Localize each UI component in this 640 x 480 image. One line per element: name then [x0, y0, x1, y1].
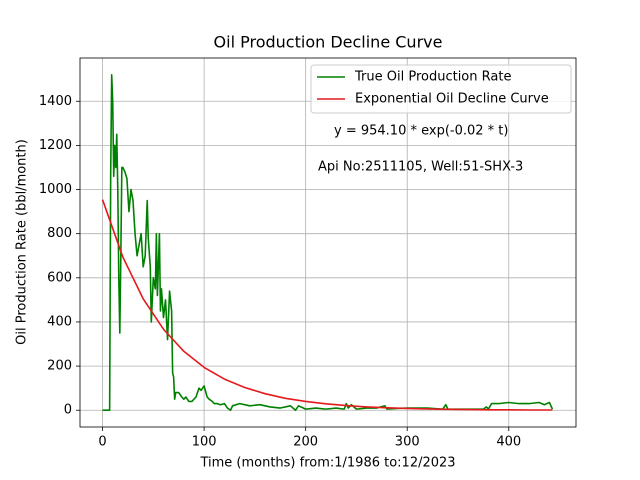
x-tick-label: 300	[395, 435, 420, 450]
x-axis-label: Time (months) from:1/1986 to:12/2023	[199, 456, 455, 471]
x-tick-label: 400	[496, 435, 521, 450]
chart-title: Oil Production Decline Curve	[214, 33, 443, 52]
plot-area: 0 100 200 300 400 0 200 400 600 800 1000 1200 1400 Tr…	[39, 57, 577, 450]
y-tick-label: 600	[47, 270, 72, 285]
y-axis-label: Oil Production Rate (bbl/month)	[15, 139, 30, 345]
y-tick-label: 1000	[39, 182, 72, 197]
series-line	[101, 199, 553, 411]
y-tick-label: 800	[47, 226, 72, 241]
x-tick-label: 100	[192, 435, 217, 450]
x-tick-label: 0	[98, 435, 106, 450]
legend-label: Exponential Oil Decline Curve	[355, 92, 549, 107]
y-tick-label: 1400	[39, 94, 72, 109]
y-tick-label: 0	[64, 403, 72, 418]
well-annotation: Api No:2511105, Well:51-SHX-3	[318, 160, 523, 175]
legend-box	[310, 64, 572, 114]
y-tick-label: 400	[47, 314, 72, 329]
legend-label: True Oil Production Rate	[354, 70, 511, 85]
axes-frame	[79, 57, 577, 428]
x-tick-label: 200	[293, 435, 318, 450]
equation-annotation: y = 954.10 * exp(-0.02 * t)	[334, 124, 508, 139]
y-tick-label: 1200	[39, 138, 72, 153]
y-tick-label: 200	[47, 359, 72, 374]
